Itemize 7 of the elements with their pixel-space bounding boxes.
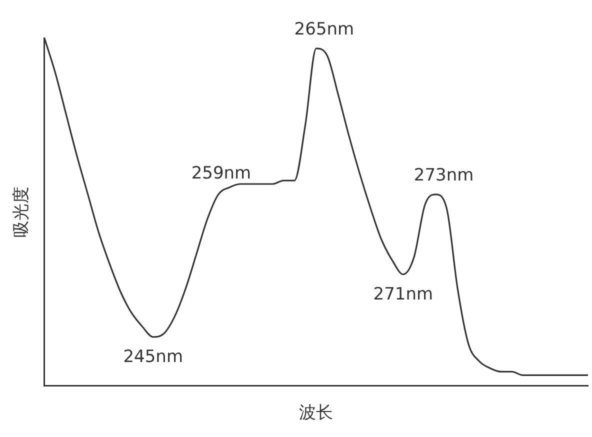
annotation: 245nm xyxy=(123,346,184,367)
annotation: 259nm xyxy=(191,163,252,184)
x-axis-title: 波长 xyxy=(299,403,334,424)
y-axis-title: 吸光度 xyxy=(12,186,32,238)
annotation: 273nm xyxy=(414,165,474,186)
annotation: 271nm xyxy=(373,284,434,304)
annotation: 265nm xyxy=(294,19,354,40)
